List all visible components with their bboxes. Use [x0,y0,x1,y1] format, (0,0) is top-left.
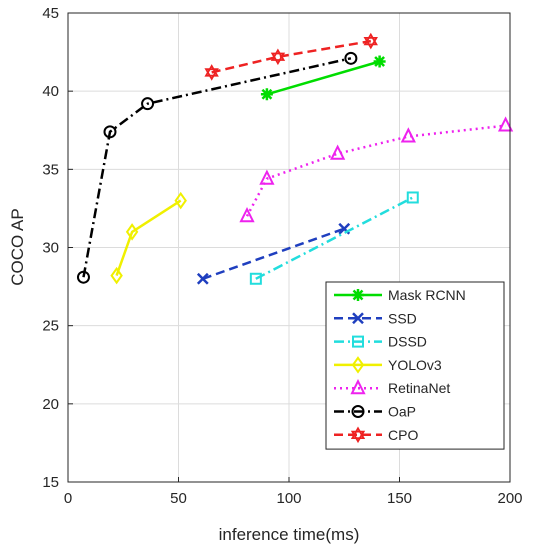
y-tick-label: 45 [42,5,59,22]
legend-marker [350,426,366,444]
y-tick-label: 30 [42,240,59,257]
legend-label: RetinaNet [388,380,450,396]
legend-marker [352,312,364,325]
series-oap [76,51,358,284]
series-cpo [204,32,378,81]
legend-item-yolov3: YOLOv3 [334,356,442,374]
data-point-retinanet [400,127,416,143]
series-line-yolov3 [115,199,182,277]
data-point-retinanet [239,206,255,223]
legend-marker [352,289,364,301]
series-yolov3 [110,191,187,285]
x-tick-label: 50 [170,490,187,507]
x-tick-label: 100 [276,490,301,507]
data-point-mask-rcnn [260,88,273,101]
series-line-retinanet [245,124,506,217]
data-point-cpo [270,48,286,66]
data-point-oap [141,97,155,111]
data-point-yolov3 [174,191,187,210]
data-point-oap [344,51,358,65]
series-line-ssd [202,227,345,280]
data-point-retinanet [259,169,275,185]
y-tick-label: 35 [42,161,59,178]
data-point-cpo [363,32,378,50]
data-point-yolov3 [125,223,139,241]
y-tick-label: 40 [42,83,59,100]
legend-label: OaP [388,404,416,420]
series-group [76,32,514,285]
legend: Mask RCNN SSD DSSD YOLOv3 RetinaNet OaP CPO [325,281,505,450]
data-point-ssd [196,272,209,285]
series-mask-rcnn [260,55,386,101]
legend-label: YOLOv3 [388,357,442,373]
legend-label: SSD [388,310,417,326]
y-tick-label: 15 [42,474,59,491]
series-line-mask-rcnn [266,60,380,96]
legend-marker [352,335,364,348]
data-point-cpo [204,64,219,81]
data-point-retinanet [497,116,514,132]
legend-item-retinanet: RetinaNet [334,378,450,396]
x-tick-label: 0 [64,490,72,507]
data-point-dssd [249,272,262,285]
legend-item-mask-rcnn: Mask RCNN [334,287,466,303]
legend-marker [350,378,366,395]
legend-item-oap: OaP [334,404,416,420]
series-line-dssd [255,196,414,280]
x-axis-label: inference time(ms) [219,525,360,544]
data-point-mask-rcnn [373,55,386,68]
legend-item-ssd: SSD [334,310,417,326]
legend-label: Mask RCNN [388,287,466,303]
series-dssd [249,191,419,285]
y-tick-label: 20 [42,396,59,413]
tick-labels: 0 50 100 150 200 15 20 25 30 35 40 45 [42,5,522,507]
data-point-oap [76,270,90,284]
x-tick-label: 200 [497,490,522,507]
data-point-dssd [406,191,419,204]
legend-marker [351,356,365,374]
legend-item-dssd: DSSD [334,334,427,350]
y-tick-label: 25 [42,318,59,335]
x-tick-label: 150 [387,490,412,507]
series-retinanet [239,116,514,223]
legend-label: DSSD [388,334,427,350]
data-point-yolov3 [110,266,123,285]
legend-label: CPO [388,427,418,443]
data-point-oap [103,125,117,139]
series-line-cpo [211,39,372,74]
legend-marker [351,405,365,418]
legend-item-cpo: CPO [334,426,418,444]
y-axis-label: COCO AP [8,208,27,285]
data-point-retinanet [330,144,346,160]
